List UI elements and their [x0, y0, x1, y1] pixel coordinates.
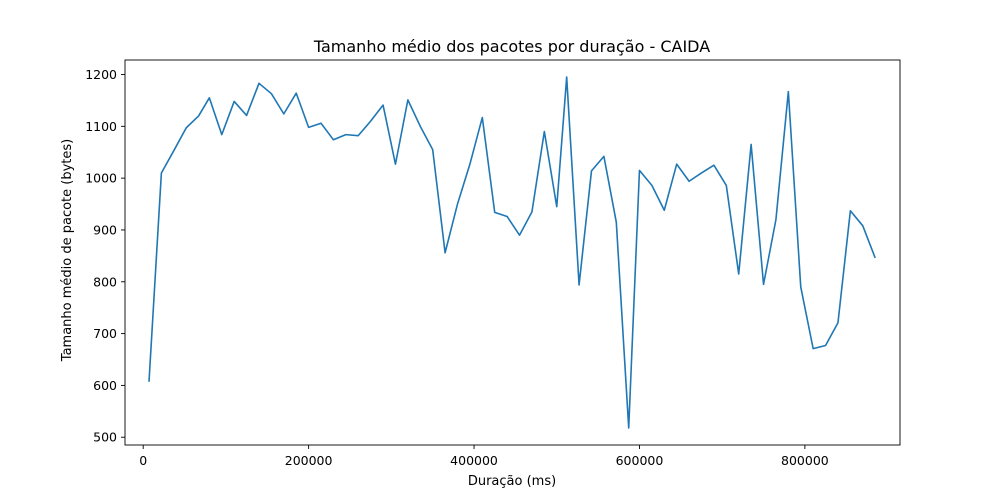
plot-area: 0 200000 400000 600000 800000 500 600 700 800 900… — [85, 59, 901, 468]
y-tick-label: 1100 — [85, 119, 117, 134]
x-tick-label: 200000 — [285, 453, 333, 468]
x-axis-label: Duração (ms) — [468, 474, 556, 489]
y-axis-label: Tamanho médio de pacote (bytes) — [60, 139, 75, 362]
y-tick-label: 900 — [93, 222, 117, 237]
y-tick-label: 600 — [93, 378, 117, 393]
y-tick-label: 1000 — [85, 171, 117, 186]
y-tick-label: 500 — [93, 430, 117, 445]
x-tick-label: 800000 — [781, 453, 829, 468]
plot-frame — [124, 59, 901, 446]
x-tick-label: 0 — [139, 453, 147, 468]
y-tick-label: 700 — [93, 326, 117, 341]
x-tick-label: 600000 — [616, 453, 664, 468]
y-tick-label: 1200 — [85, 67, 117, 82]
series-line — [148, 76, 876, 429]
chart-title: Tamanho médio dos pacotes por duração - … — [313, 37, 710, 56]
x-tick-label: 400000 — [450, 453, 498, 468]
y-tick-label: 800 — [93, 274, 117, 289]
